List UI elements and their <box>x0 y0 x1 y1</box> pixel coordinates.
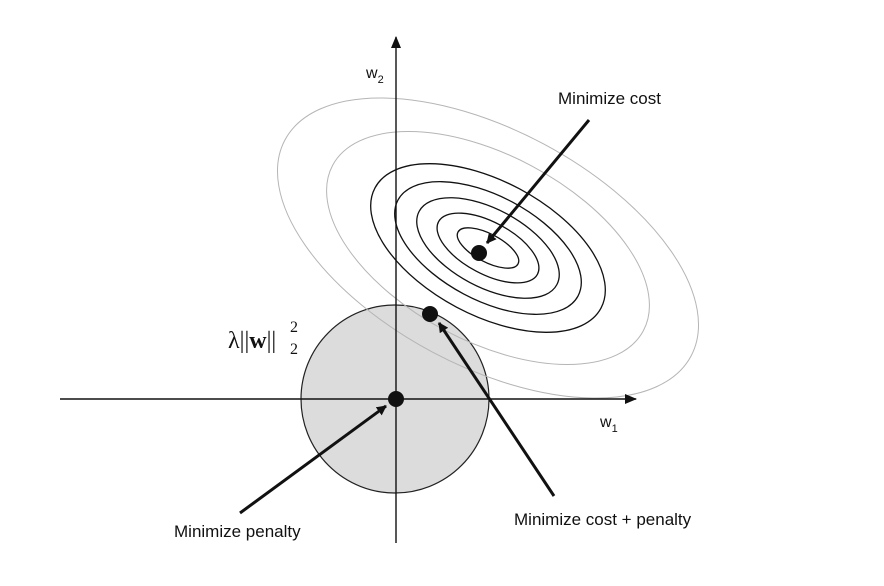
cost-contour-5 <box>456 227 520 269</box>
y-axis-label: w2 <box>365 65 384 86</box>
penalty-superscript: 2 <box>290 319 298 336</box>
penalty-subscript: 2 <box>290 341 298 358</box>
penalty-minimum-point <box>388 391 404 407</box>
minimize-cost-penalty-arrow <box>437 322 556 497</box>
x-axis-label: w1 <box>599 414 618 435</box>
minimize-penalty-arrow <box>239 404 387 515</box>
cost-minimum-point <box>471 245 487 261</box>
minimize-cost-label: Minimize cost <box>558 89 661 108</box>
minimize-penalty-label: Minimize penalty <box>174 522 301 541</box>
minimize-cost-arrow <box>485 119 591 244</box>
minimize-cost-penalty-label: Minimize cost + penalty <box>514 510 692 529</box>
cost-contour-1 <box>370 163 606 333</box>
penalty-term-label: λ||w|| <box>228 328 276 354</box>
cost-contour-2 <box>394 181 582 315</box>
cost-contour-3 <box>416 197 560 299</box>
cost-contour-outer-1 <box>277 97 699 399</box>
combined-minimum-point <box>422 306 438 322</box>
